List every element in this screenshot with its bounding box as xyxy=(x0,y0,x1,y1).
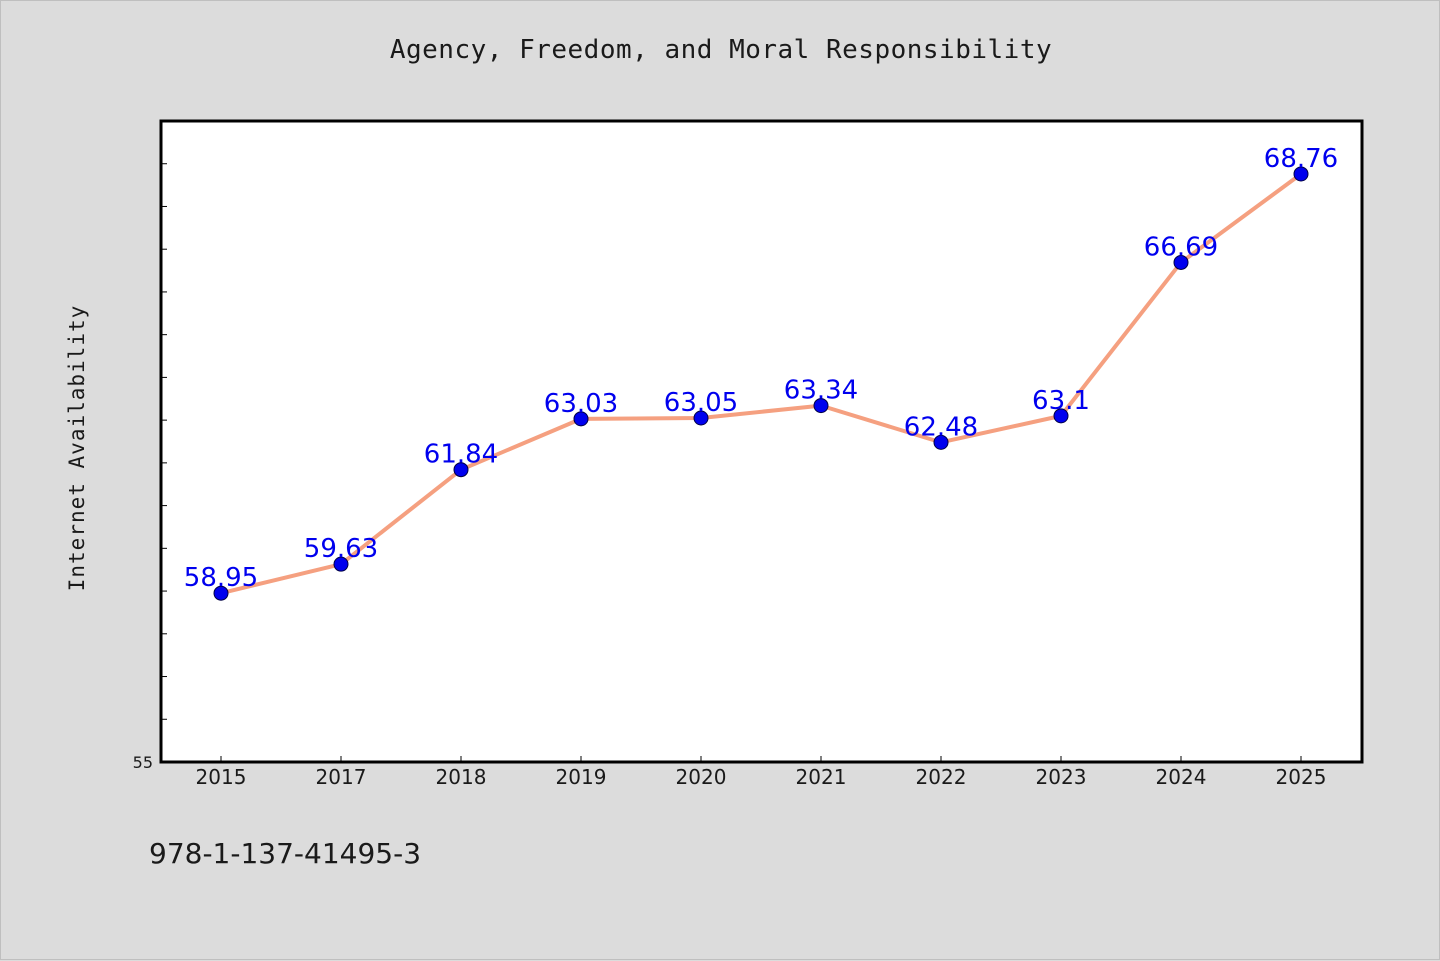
data-point xyxy=(213,585,229,601)
data-label: 62.48 xyxy=(904,412,978,442)
data-point xyxy=(453,462,469,478)
isbn-caption: 978-1-137-41495-3 xyxy=(149,837,422,870)
data-label: 59.63 xyxy=(304,534,378,564)
data-point xyxy=(333,556,349,572)
y-tick-label: 55 xyxy=(133,753,153,772)
data-point xyxy=(573,411,589,427)
x-tick-label: 2022 xyxy=(916,765,967,789)
data-point xyxy=(933,434,949,450)
y-axis-ticks: 55 xyxy=(133,163,167,772)
x-tick-label: 2015 xyxy=(196,765,247,789)
data-point xyxy=(1053,408,1069,424)
data-label: 63.1 xyxy=(1032,386,1090,416)
x-tick-label: 2018 xyxy=(436,765,487,789)
data-label: 68.76 xyxy=(1264,144,1338,174)
x-axis-ticks: 2015 2017 2018 2019 2020 2021 2022 2023 2024 2025 xyxy=(196,756,1327,789)
series-line xyxy=(219,171,1303,596)
x-tick-label: 2019 xyxy=(556,765,607,789)
x-tick-label: 2025 xyxy=(1276,765,1327,789)
data-label: 61.84 xyxy=(424,440,498,470)
plot-area xyxy=(159,119,1364,764)
x-tick-label: 2021 xyxy=(796,765,847,789)
chart-title: Agency, Freedom, and Moral Responsibilit… xyxy=(389,35,1053,65)
x-tick-label: 2023 xyxy=(1036,765,1087,789)
data-labels: 58.95 59.63 61.84 63.03 63.05 63.34 62.48 63.1 6… xyxy=(184,144,1338,593)
x-tick-label: 2017 xyxy=(316,765,367,789)
data-point xyxy=(693,410,709,426)
data-point xyxy=(813,398,829,414)
data-point xyxy=(1173,254,1189,270)
data-label: 63.05 xyxy=(664,388,738,418)
data-label: 63.34 xyxy=(784,376,858,406)
x-tick-label: 2020 xyxy=(676,765,727,789)
data-label: 66.69 xyxy=(1144,232,1218,262)
data-label: 58.95 xyxy=(184,563,258,593)
data-point xyxy=(1293,166,1309,182)
data-label: 63.03 xyxy=(544,389,618,419)
x-tick-label: 2024 xyxy=(1156,765,1207,789)
data-markers xyxy=(213,166,1309,601)
